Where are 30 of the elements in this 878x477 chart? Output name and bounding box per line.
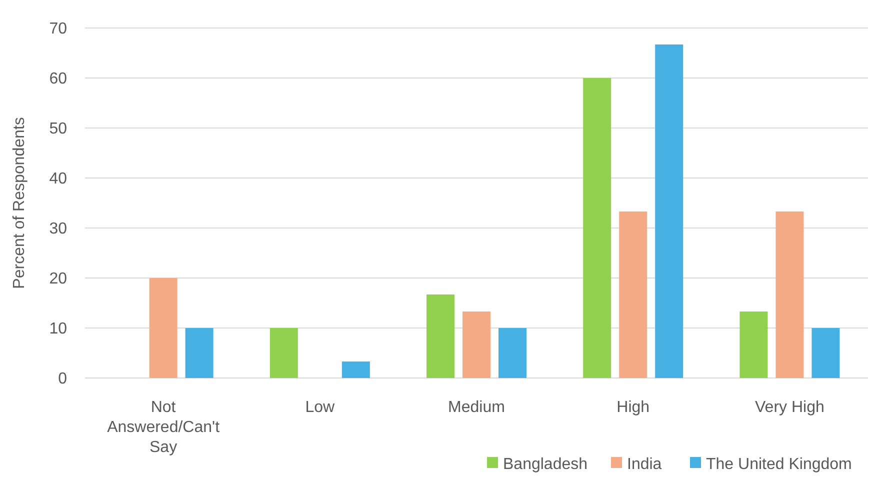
bar: [619, 212, 648, 378]
bar: [342, 362, 370, 378]
bar: [583, 78, 612, 378]
y-tick-label: 60: [49, 70, 68, 88]
legend-label: The United Kingdom: [706, 456, 852, 473]
bar: [149, 278, 178, 378]
y-tick-label: 20: [49, 270, 68, 288]
y-tick-label: 10: [49, 320, 68, 338]
y-tick-label: 0: [58, 370, 68, 388]
y-tick-label: 40: [49, 170, 68, 188]
bar: [270, 328, 298, 378]
y-tick-label: 30: [49, 220, 68, 238]
bar: [655, 44, 684, 378]
x-tick-label: Low: [305, 399, 336, 416]
bar: [776, 212, 804, 378]
y-axis-title: Percent of Respondents: [11, 117, 28, 289]
x-tick-label: Very High: [755, 399, 824, 416]
x-tick-label: Medium: [448, 399, 505, 416]
bar: [462, 312, 490, 378]
legend-label: India: [627, 456, 662, 473]
bar: [426, 294, 454, 378]
y-tick-label: 50: [49, 120, 68, 138]
bar: [740, 312, 768, 378]
y-tick-label: 70: [49, 20, 68, 38]
bar: [812, 328, 840, 378]
bar: [185, 328, 214, 378]
x-tick-label: High: [616, 399, 650, 416]
bar: [498, 328, 526, 378]
x-tick-label: Not Answered/Can't Say: [107, 399, 220, 456]
legend-label: Bangladesh: [503, 456, 588, 473]
